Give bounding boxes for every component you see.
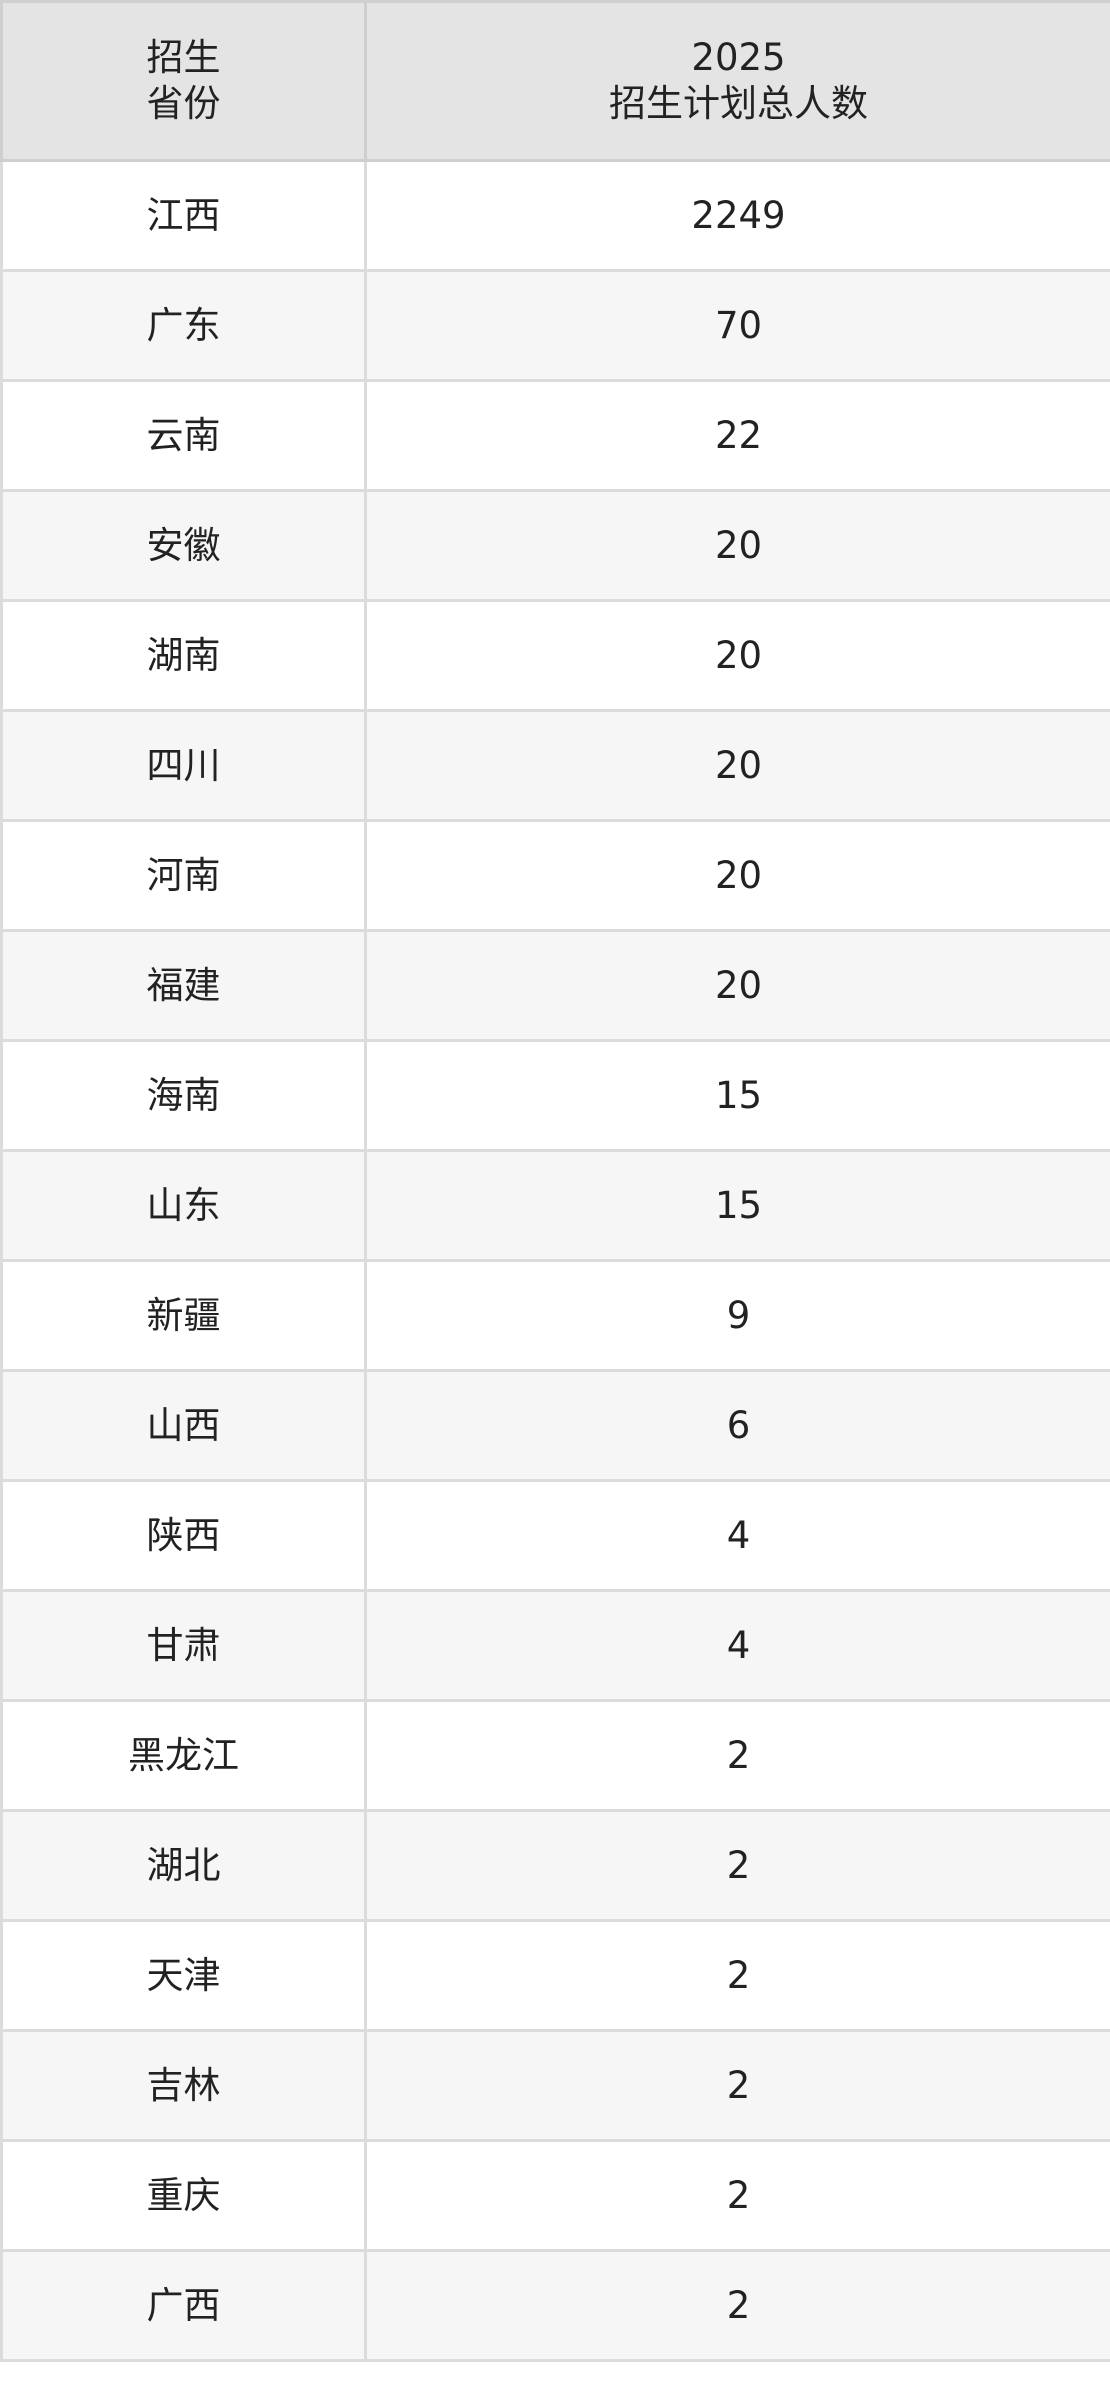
province-cell: 山西 [0, 1369, 367, 1482]
count-cell: 2 [364, 2139, 1110, 2252]
province-cell: 广西 [0, 2249, 367, 2362]
count-cell: 6 [364, 1369, 1110, 1482]
header-total-line1: 2025 [691, 36, 786, 79]
province-cell: 甘肃 [0, 1589, 367, 1702]
province-cell: 江西 [0, 159, 367, 272]
count-cell: 2 [364, 1809, 1110, 1922]
province-cell: 吉林 [0, 2029, 367, 2142]
count-cell: 20 [364, 709, 1110, 822]
table-row: 陕西 4 [0, 1479, 1110, 1592]
count-cell: 22 [364, 379, 1110, 492]
province-cell: 安徽 [0, 489, 367, 602]
count-cell: 9 [364, 1259, 1110, 1372]
count-cell: 20 [364, 599, 1110, 712]
province-cell: 福建 [0, 929, 367, 1042]
table-row: 福建 20 [0, 929, 1110, 1042]
count-cell: 20 [364, 819, 1110, 932]
table-row: 吉林 2 [0, 2029, 1110, 2142]
table-row: 湖南 20 [0, 599, 1110, 712]
table-row: 河南 20 [0, 819, 1110, 932]
table-header-row: 招生 省份 2025 招生计划总人数 [0, 0, 1110, 162]
count-cell: 20 [364, 929, 1110, 1042]
count-cell: 70 [364, 269, 1110, 382]
table-row: 山东 15 [0, 1149, 1110, 1262]
province-cell: 重庆 [0, 2139, 367, 2252]
table-row: 海南 15 [0, 1039, 1110, 1152]
count-cell: 20 [364, 489, 1110, 602]
header-province-line1: 招生 [146, 36, 221, 79]
table-row: 天津 2 [0, 1919, 1110, 2032]
table-row: 四川 20 [0, 709, 1110, 822]
table-row: 甘肃 4 [0, 1589, 1110, 1702]
province-cell: 河南 [0, 819, 367, 932]
table-row: 湖北 2 [0, 1809, 1110, 1922]
table-row: 新疆 9 [0, 1259, 1110, 1372]
table-row: 山西 6 [0, 1369, 1110, 1482]
count-cell: 4 [364, 1479, 1110, 1592]
count-cell: 4 [364, 1589, 1110, 1702]
table-row: 广东 70 [0, 269, 1110, 382]
province-cell: 湖南 [0, 599, 367, 712]
count-cell: 15 [364, 1149, 1110, 1262]
province-cell: 云南 [0, 379, 367, 492]
count-cell: 2249 [364, 159, 1110, 272]
province-cell: 广东 [0, 269, 367, 382]
header-total: 2025 招生计划总人数 [364, 0, 1110, 162]
count-cell: 2 [364, 1699, 1110, 1812]
province-cell: 四川 [0, 709, 367, 822]
count-cell: 2 [364, 1919, 1110, 2032]
table-row: 云南 22 [0, 379, 1110, 492]
table-row: 黑龙江 2 [0, 1699, 1110, 1812]
count-cell: 2 [364, 2249, 1110, 2362]
province-cell: 天津 [0, 1919, 367, 2032]
table-row: 江西 2249 [0, 159, 1110, 272]
province-cell: 山东 [0, 1149, 367, 1262]
province-cell: 黑龙江 [0, 1699, 367, 1812]
table-row: 广西 2 [0, 2249, 1110, 2362]
count-cell: 15 [364, 1039, 1110, 1152]
table-row: 重庆 2 [0, 2139, 1110, 2252]
header-total-line2: 招生计划总人数 [609, 82, 868, 125]
province-cell: 新疆 [0, 1259, 367, 1372]
header-province-line2: 省份 [146, 82, 221, 125]
table-row: 安徽 20 [0, 489, 1110, 602]
province-cell: 陕西 [0, 1479, 367, 1592]
province-cell: 湖北 [0, 1809, 367, 1922]
province-cell: 海南 [0, 1039, 367, 1152]
header-province: 招生 省份 [0, 0, 367, 162]
count-cell: 2 [364, 2029, 1110, 2142]
